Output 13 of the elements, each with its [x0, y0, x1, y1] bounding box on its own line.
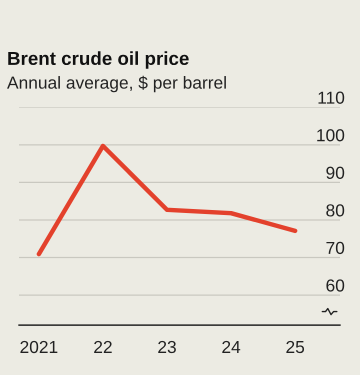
chart-title: Brent crude oil price — [8, 51, 189, 69]
x-tick-label: 24 — [222, 340, 240, 353]
x-tick-label: 25 — [286, 340, 304, 354]
x-tick-label: 23 — [158, 340, 176, 354]
y-tick-label: 100 — [317, 129, 344, 142]
y-tick-label: 60 — [326, 279, 344, 292]
x-tick-label: 22 — [94, 340, 112, 353]
y-tick-label: 80 — [326, 204, 344, 217]
x-tick-label: 2021 — [20, 340, 58, 354]
y-tick-label: 90 — [326, 166, 344, 179]
y-tick-label: 110 — [318, 92, 344, 104]
y-tick-label: 70 — [326, 242, 344, 254]
chart-subtitle: Annual average, $ per barrel — [7, 76, 226, 92]
